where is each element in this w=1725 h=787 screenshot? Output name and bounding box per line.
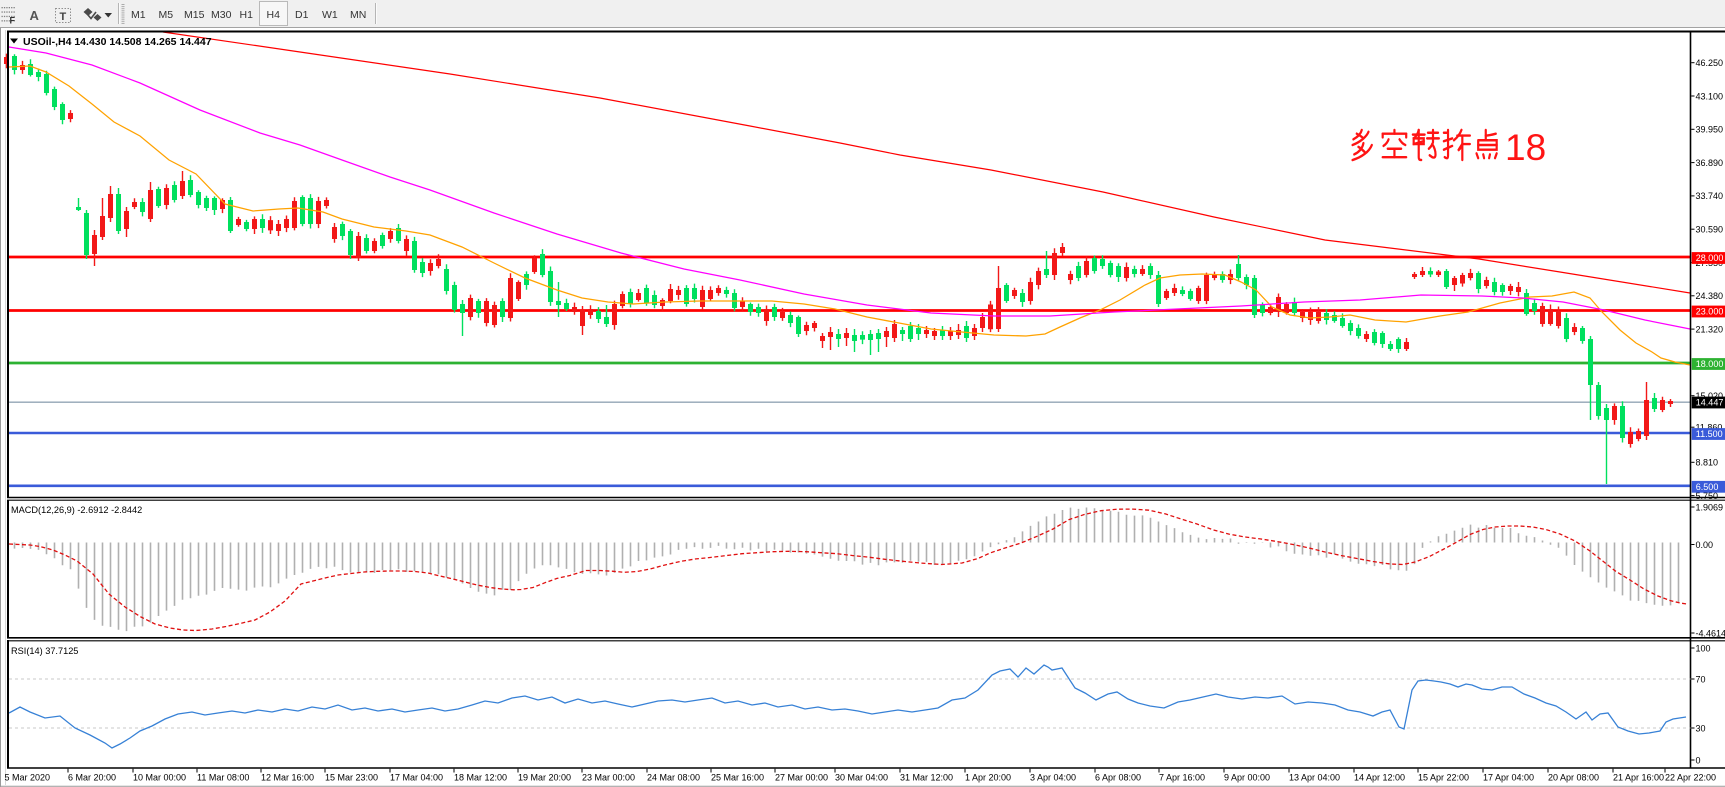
svg-text:11.500: 11.500: [1696, 429, 1723, 439]
svg-text:70: 70: [1696, 674, 1706, 684]
svg-text:10 Mar 00:00: 10 Mar 00:00: [133, 773, 186, 783]
svg-text:RSI(14) 37.7125: RSI(14) 37.7125: [11, 646, 78, 656]
svg-text:0.00: 0.00: [1696, 540, 1714, 550]
svg-text:T: T: [60, 11, 67, 23]
svg-text:39.950: 39.950: [1696, 125, 1724, 135]
svg-text:9 Apr 00:00: 9 Apr 00:00: [1224, 773, 1270, 783]
svg-text:MN: MN: [350, 9, 366, 21]
svg-text:18.000: 18.000: [1696, 359, 1724, 369]
svg-text:14 Apr 12:00: 14 Apr 12:00: [1354, 773, 1405, 783]
svg-text:A: A: [30, 8, 40, 23]
svg-text:23.000: 23.000: [1696, 307, 1724, 317]
svg-text:0: 0: [1696, 755, 1701, 765]
svg-text:18: 18: [1505, 127, 1546, 168]
svg-text:31 Mar 12:00: 31 Mar 12:00: [900, 773, 953, 783]
svg-text:30.590: 30.590: [1696, 225, 1724, 235]
svg-text:USOil-,H4 14.430 14.508 14.26: USOil-,H4 14.430 14.508 14.265 14.447: [23, 36, 212, 48]
svg-text:12 Mar 16:00: 12 Mar 16:00: [261, 773, 314, 783]
svg-text:3 Apr 04:00: 3 Apr 04:00: [1030, 773, 1076, 783]
svg-text:30: 30: [1696, 723, 1706, 733]
svg-text:25 Mar 16:00: 25 Mar 16:00: [711, 773, 764, 783]
svg-text:-4.4614: -4.4614: [1696, 628, 1725, 638]
svg-text:20 Apr 08:00: 20 Apr 08:00: [1548, 773, 1599, 783]
svg-text:M30: M30: [211, 9, 232, 21]
svg-text:M1: M1: [131, 9, 146, 21]
svg-text:1.9069: 1.9069: [1696, 502, 1724, 512]
svg-text:13 Apr 04:00: 13 Apr 04:00: [1289, 773, 1340, 783]
svg-text:7 Apr 16:00: 7 Apr 16:00: [1159, 773, 1205, 783]
svg-text:MACD(12,26,9) -2.6912 -2.8442: MACD(12,26,9) -2.6912 -2.8442: [11, 505, 142, 515]
svg-text:5 Mar 2020: 5 Mar 2020: [5, 773, 51, 783]
svg-text:F: F: [10, 16, 16, 26]
svg-text:24.380: 24.380: [1696, 291, 1724, 301]
svg-text:33.740: 33.740: [1696, 191, 1724, 201]
svg-text:6 Apr 08:00: 6 Apr 08:00: [1095, 773, 1141, 783]
svg-text:15 Mar 23:00: 15 Mar 23:00: [325, 773, 378, 783]
svg-text:W1: W1: [322, 9, 338, 21]
svg-text:5.750: 5.750: [1696, 491, 1719, 501]
svg-text:21.320: 21.320: [1696, 324, 1724, 334]
svg-text:27 Mar 00:00: 27 Mar 00:00: [775, 773, 828, 783]
svg-text:M15: M15: [184, 9, 205, 21]
svg-text:43.100: 43.100: [1696, 91, 1724, 101]
svg-text:100: 100: [1696, 643, 1711, 653]
svg-text:H1: H1: [240, 9, 254, 21]
svg-text:21 Apr 16:00: 21 Apr 16:00: [1613, 773, 1664, 783]
svg-text:17 Apr 04:00: 17 Apr 04:00: [1483, 773, 1534, 783]
svg-text:1 Apr 20:00: 1 Apr 20:00: [965, 773, 1011, 783]
svg-text:14.447: 14.447: [1696, 398, 1724, 408]
svg-text:15 Apr 22:00: 15 Apr 22:00: [1418, 773, 1469, 783]
svg-text:22 Apr 22:00: 22 Apr 22:00: [1665, 773, 1716, 783]
svg-text:H4: H4: [267, 9, 281, 21]
svg-text:M5: M5: [159, 9, 174, 21]
svg-text:11 Mar 08:00: 11 Mar 08:00: [197, 773, 249, 783]
svg-text:17 Mar 04:00: 17 Mar 04:00: [390, 773, 443, 783]
svg-text:19 Mar 20:00: 19 Mar 20:00: [518, 773, 571, 783]
svg-text:23 Mar 00:00: 23 Mar 00:00: [582, 773, 635, 783]
svg-text:D1: D1: [295, 9, 309, 21]
svg-text:30 Mar 04:00: 30 Mar 04:00: [835, 773, 888, 783]
svg-text:8.810: 8.810: [1696, 458, 1719, 468]
svg-text:28.000: 28.000: [1696, 253, 1724, 263]
svg-text:36.890: 36.890: [1696, 158, 1724, 168]
svg-text:18 Mar 12:00: 18 Mar 12:00: [454, 773, 507, 783]
svg-text:24 Mar 08:00: 24 Mar 08:00: [647, 773, 700, 783]
svg-text:6.500: 6.500: [1696, 482, 1719, 492]
svg-text:6 Mar 20:00: 6 Mar 20:00: [68, 773, 116, 783]
svg-text:46.250: 46.250: [1696, 58, 1724, 68]
svg-text:11.860: 11.860: [1696, 423, 1723, 433]
svg-text:15.020: 15.020: [1696, 391, 1724, 401]
